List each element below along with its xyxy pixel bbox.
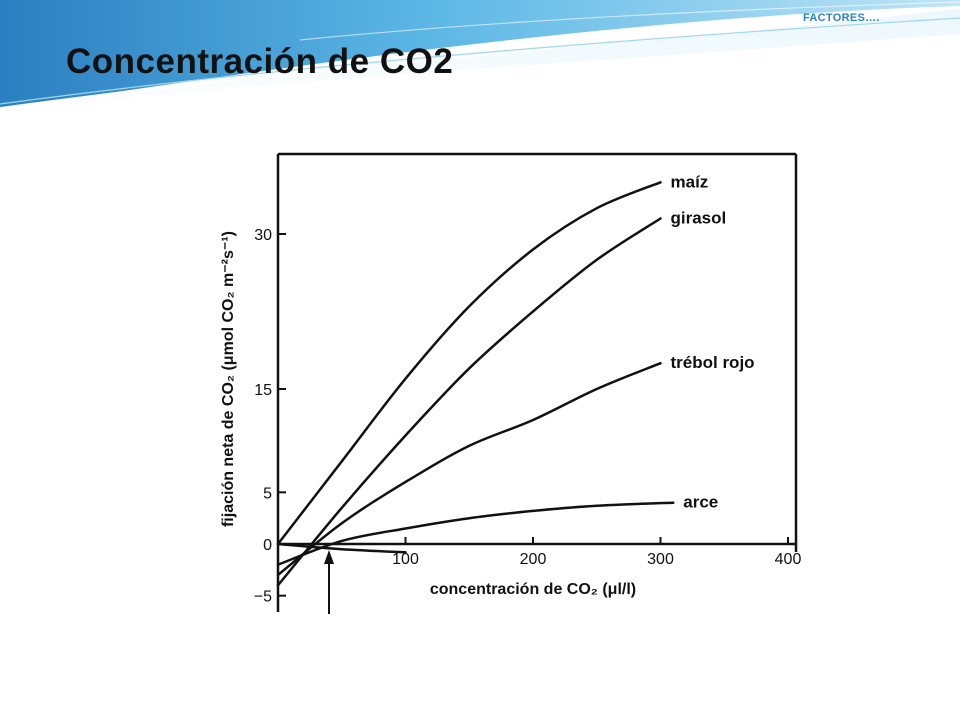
- series-label-trebol-rojo: trébol rojo: [671, 353, 755, 372]
- x-axis-label: concentración de CO₂ (μl/l): [430, 581, 636, 598]
- arrow-head: [324, 550, 334, 564]
- slide-title: Concentración de CO2: [66, 42, 454, 81]
- y-tick-label-5: 5: [263, 485, 272, 502]
- y-tick-label-30: 30: [254, 227, 272, 244]
- series-line-maiz: [276, 181, 662, 546]
- y-tick-label-0: 0: [263, 537, 272, 554]
- x-tick-label-300: 300: [647, 551, 674, 568]
- x-tick-label-400: 400: [775, 551, 802, 568]
- series-line-girasol: [276, 217, 662, 587]
- x-tick-label-200: 200: [520, 551, 547, 568]
- series-line-trebol-rojo: [276, 361, 662, 577]
- header-banner: [0, 0, 960, 116]
- series-line-unlabeled-4: [276, 542, 407, 554]
- series-labels: maíz girasol trébol rojo arce: [671, 172, 755, 511]
- series-line-arce: [276, 501, 675, 566]
- y-tick-label-5: −5: [254, 589, 272, 606]
- section-label: FACTORES….: [803, 12, 880, 24]
- series-label-arce: arce: [683, 493, 718, 512]
- axis-ticks: 100 200 300 400 30 15 5 0 −5: [254, 227, 802, 606]
- series-lines: [276, 181, 675, 587]
- arrow-annotation: [324, 550, 334, 614]
- x-tick-label-100: 100: [392, 551, 419, 568]
- co2-chart: 100 200 300 400 30 15 5 0 −5 maíz girasol trébol r…: [220, 152, 802, 614]
- series-label-girasol: girasol: [671, 209, 727, 228]
- y-tick-label-15: 15: [254, 382, 272, 399]
- y-axis-label: fijación neta de CO₂ (μmol CO₂ m⁻²s⁻¹): [220, 231, 237, 527]
- series-label-maiz: maíz: [671, 172, 709, 191]
- chart-panel: 100 200 300 400 30 15 5 0 −5 maíz girasol trébol r…: [188, 134, 831, 616]
